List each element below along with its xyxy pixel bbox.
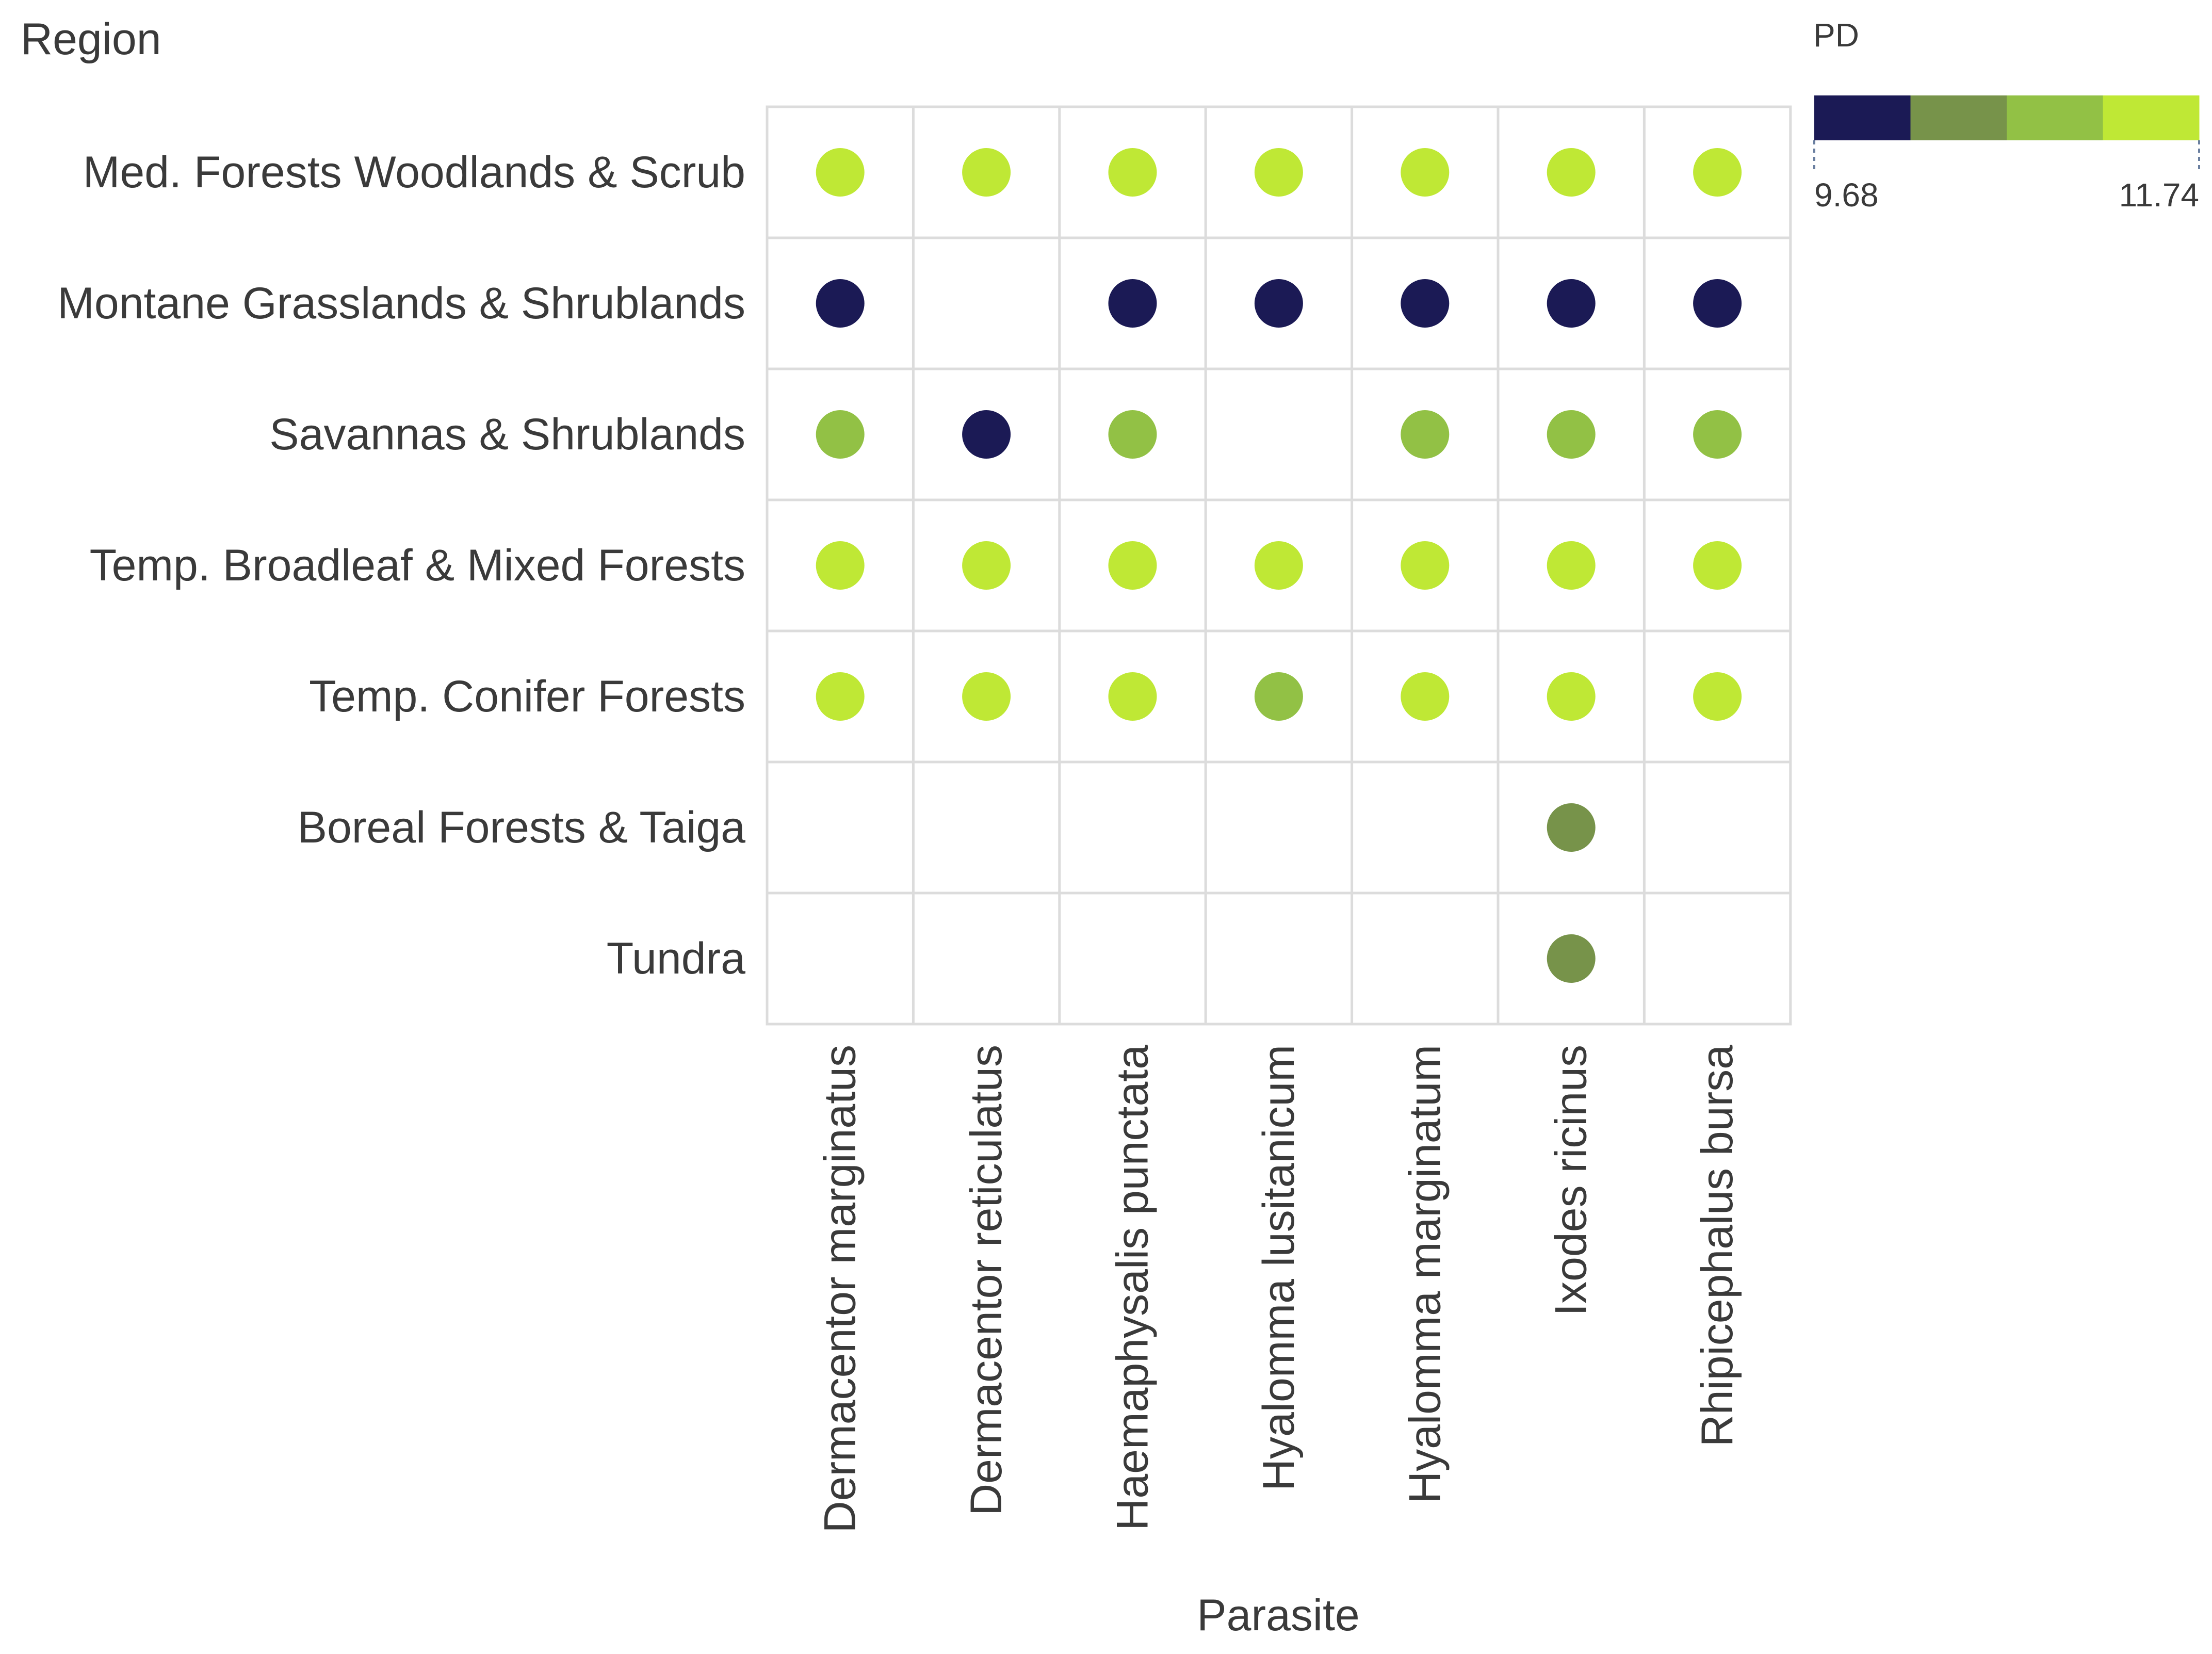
column-label: Dermacentor reticulatus: [962, 1045, 1011, 1516]
legend-min-label: 9.68: [1814, 176, 1879, 214]
column-label: Rhipicephalus bursa: [1693, 1045, 1742, 1447]
column-label: Hyalomma lusitanicum: [1254, 1045, 1304, 1491]
data-point: [1254, 672, 1303, 721]
row-label: Temp. Broadleaf & Mixed Forests: [90, 541, 745, 590]
data-point: [1693, 672, 1742, 721]
data-point: [1693, 279, 1742, 328]
data-point: [1693, 410, 1742, 459]
column-label: Haemaphysalis punctata: [1108, 1045, 1158, 1531]
legend-color-bins: [1814, 95, 2200, 140]
legend-bin: [1814, 95, 1911, 140]
grid-border: [766, 105, 1792, 1026]
data-point: [816, 279, 865, 328]
row-label: Med. Forests Woodlands & Scrub: [83, 148, 745, 197]
data-point: [816, 148, 865, 197]
row-labels: Med. Forests Woodlands & Scrub Montane Gr…: [57, 148, 745, 983]
data-point: [1108, 148, 1157, 197]
data-point: [962, 541, 1011, 590]
data-point: [1401, 541, 1450, 590]
data-point: [962, 148, 1011, 197]
legend-title: PD: [1813, 17, 1859, 54]
data-point: [1547, 672, 1596, 721]
y-axis-title: Region: [21, 14, 161, 64]
data-point: [1108, 541, 1157, 590]
data-point: [816, 541, 865, 590]
data-point: [1693, 148, 1742, 197]
column-label: Dermacentor marginatus: [816, 1045, 865, 1533]
data-point: [962, 672, 1011, 721]
data-point: [1108, 672, 1157, 721]
data-point: [1547, 934, 1596, 983]
legend-max-label: 11.74: [2119, 176, 2199, 214]
row-label: Boreal Forests & Taiga: [298, 803, 746, 852]
legend-bin: [2103, 95, 2200, 140]
data-point: [1108, 410, 1157, 459]
data-point: [1547, 803, 1596, 852]
data-point: [1401, 148, 1450, 197]
legend-bin: [1910, 95, 2007, 140]
data-point: [1693, 541, 1742, 590]
data-point: [816, 410, 865, 459]
data-point: [1401, 672, 1450, 721]
data-point: [1401, 410, 1450, 459]
data-point: [962, 410, 1011, 459]
data-point: [1401, 279, 1450, 328]
data-points: [816, 148, 1742, 983]
row-label: Temp. Conifer Forests: [309, 672, 745, 721]
data-point: [1108, 279, 1157, 328]
data-point: [1254, 279, 1303, 328]
column-label: Hyalomma marginatum: [1400, 1045, 1450, 1503]
data-point: [1547, 148, 1596, 197]
color-legend: PD 9.68 11.74: [1813, 17, 2200, 214]
data-point: [816, 672, 865, 721]
data-point: [1547, 541, 1596, 590]
data-point: [1254, 148, 1303, 197]
row-label: Tundra: [607, 934, 745, 983]
row-label: Montane Grasslands & Shrublands: [57, 279, 745, 328]
data-point: [1547, 410, 1596, 459]
row-label: Savannas & Shrublands: [269, 410, 745, 459]
grid: [766, 105, 1792, 1026]
column-label: Ixodes ricinus: [1547, 1045, 1596, 1316]
x-axis-title: Parasite: [1197, 1591, 1360, 1640]
data-point: [1254, 541, 1303, 590]
column-labels: Dermacentor marginatus Dermacentor reticu…: [816, 1045, 1742, 1533]
data-point: [1547, 279, 1596, 328]
legend-bin: [2007, 95, 2103, 140]
